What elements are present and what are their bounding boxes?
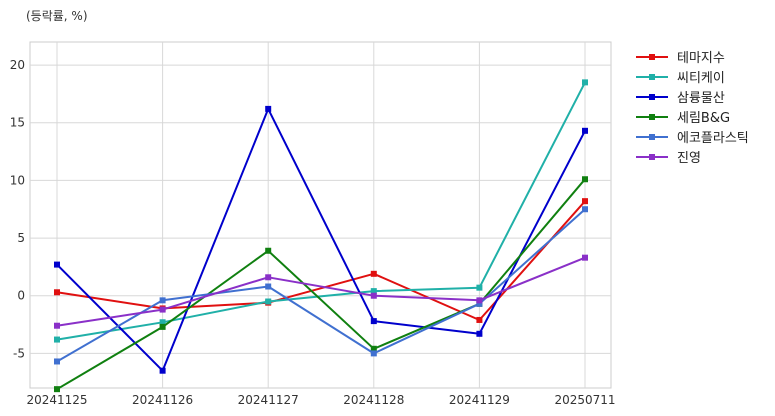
legend-label: 테마지수 <box>677 51 725 66</box>
data-point <box>159 297 166 304</box>
data-point <box>265 283 272 290</box>
series-line <box>56 256 586 327</box>
legend-item: 에코플라스틱 <box>636 131 749 146</box>
data-point <box>582 206 588 213</box>
data-point <box>476 284 483 291</box>
series-group <box>54 79 588 393</box>
legend-label: 에코플라스틱 <box>677 131 749 146</box>
y-axis-ticks: -5 0 5 10 15 20 <box>10 58 25 360</box>
legend-label: 삼륭물산 <box>677 91 725 106</box>
x-tick-label: 20241128 <box>343 393 404 407</box>
legend-label: 세림B&G <box>677 111 730 126</box>
data-point <box>54 386 60 393</box>
y-axis-label: (등락률, %) <box>26 9 88 23</box>
y-tick-label: 0 <box>17 289 25 303</box>
y-tick-label: 5 <box>17 231 25 245</box>
y-tick-label: -5 <box>13 346 25 360</box>
legend-marker <box>649 134 655 140</box>
data-point <box>476 297 483 304</box>
legend-item: 테마지수 <box>636 51 725 66</box>
x-tick-label: 20241125 <box>26 393 87 407</box>
data-point <box>54 358 60 365</box>
series-line <box>56 107 586 372</box>
series-line <box>56 178 586 391</box>
legend-marker <box>649 114 655 120</box>
legend-marker <box>649 94 655 100</box>
data-point <box>265 105 272 112</box>
data-point <box>476 316 483 323</box>
x-tick-label: 20241127 <box>238 393 299 407</box>
x-tick-label: 20241129 <box>449 393 510 407</box>
data-point <box>582 127 588 134</box>
legend-marker <box>649 154 655 160</box>
data-point <box>159 367 166 374</box>
series-5 <box>54 206 588 365</box>
data-point <box>582 198 588 205</box>
legend-marker <box>649 54 655 60</box>
data-point <box>582 254 588 261</box>
data-point <box>370 270 377 277</box>
data-point <box>54 322 60 329</box>
legend-marker <box>649 74 655 80</box>
legend-item: 삼륭물산 <box>636 91 725 106</box>
grid-lines <box>30 42 611 388</box>
data-point <box>265 247 272 254</box>
data-point <box>370 345 377 352</box>
data-point <box>582 176 588 183</box>
data-point <box>54 261 60 268</box>
y-tick-label: 20 <box>10 58 25 72</box>
data-point <box>265 274 272 281</box>
series-3 <box>54 105 588 374</box>
legend-item: 진영 <box>636 151 701 166</box>
x-tick-label: 20250711 <box>554 393 615 407</box>
data-point <box>476 300 483 307</box>
x-tick-label: 20241126 <box>132 393 193 407</box>
data-point <box>370 288 377 295</box>
x-axis-ticks: 20241125 20241126 20241127 20241128 20241129… <box>26 393 615 407</box>
legend-label: 씨티케이 <box>677 71 725 86</box>
series-line <box>56 208 586 363</box>
data-point <box>582 79 588 86</box>
data-point <box>265 298 272 305</box>
data-point <box>370 350 377 357</box>
legend-label: 진영 <box>677 151 701 166</box>
data-point <box>476 330 483 337</box>
data-point <box>370 292 377 299</box>
series-line <box>56 81 586 341</box>
data-point <box>159 323 166 330</box>
y-tick-label: 10 <box>10 173 25 187</box>
series-6 <box>54 254 588 329</box>
data-point <box>54 289 60 296</box>
series-2 <box>54 79 588 343</box>
data-point <box>370 318 377 325</box>
y-tick-label: 15 <box>10 116 25 130</box>
data-point <box>159 306 166 313</box>
legend-item: 세림B&G <box>636 111 730 126</box>
legend-item: 씨티케이 <box>636 71 725 86</box>
data-point <box>159 319 166 326</box>
data-point <box>54 336 60 343</box>
